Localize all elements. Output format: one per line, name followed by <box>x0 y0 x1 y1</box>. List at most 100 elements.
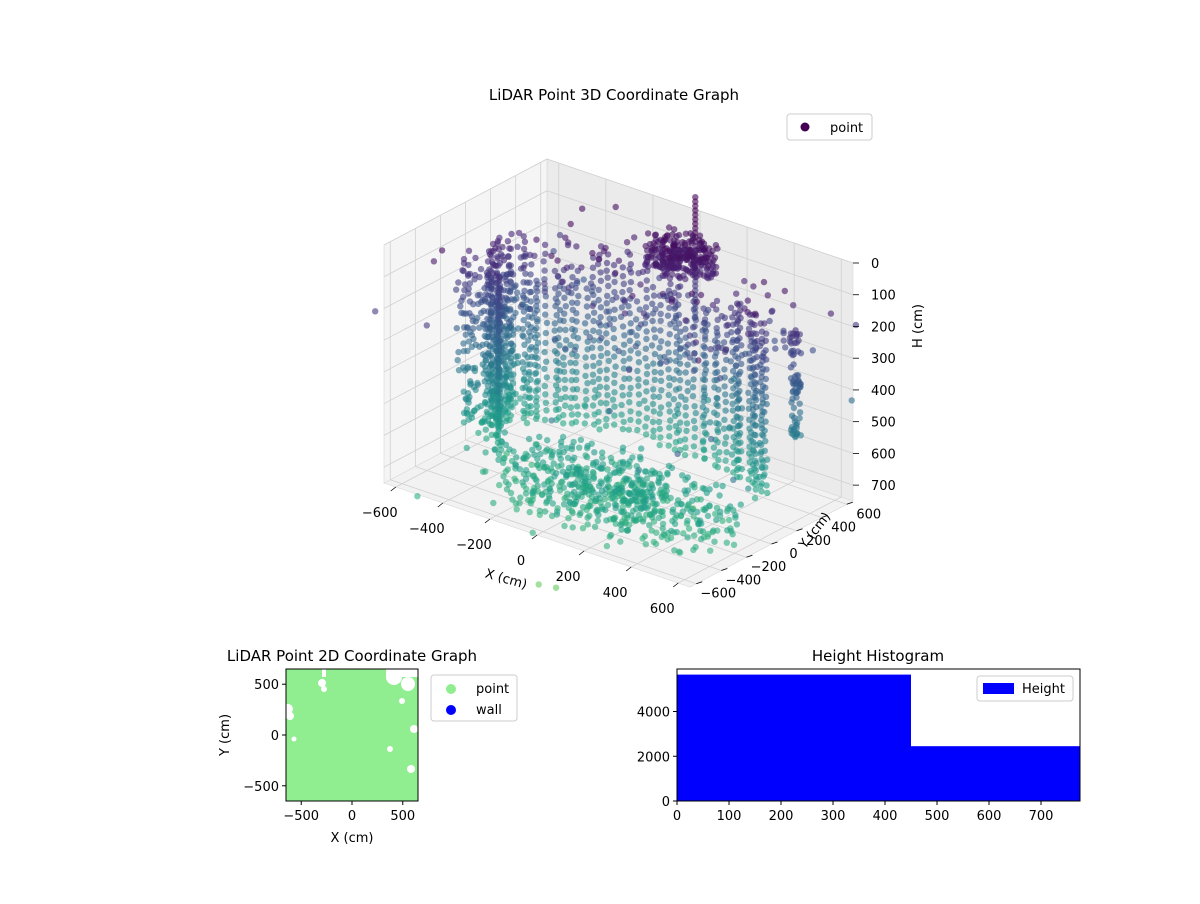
chart-3d-point <box>646 522 653 529</box>
chart-3d-point <box>525 329 533 336</box>
chart-2d-y-tick-label: 0 <box>271 729 279 744</box>
chart-3d-point <box>618 411 625 418</box>
chart-3d-point <box>489 286 497 293</box>
chart-3d-z-tick-label: 0 <box>871 257 879 272</box>
chart-3d-point <box>700 437 707 444</box>
chart-3d-point <box>681 487 688 494</box>
chart-3d-point <box>787 426 795 434</box>
chart-3d-xlabel: X (cm) <box>483 566 528 592</box>
chart-2d-gap <box>407 765 415 773</box>
chart-3d-point <box>682 444 689 451</box>
chart-3d-point <box>752 422 760 429</box>
chart-3d-point <box>589 302 596 310</box>
chart-histogram-x-tick-label: 200 <box>769 809 794 824</box>
chart-3d-point <box>665 401 672 408</box>
chart-3d-point <box>619 323 627 330</box>
chart-3d-point <box>526 508 533 516</box>
chart-3d-point <box>583 453 591 461</box>
chart-3d-point <box>575 292 582 300</box>
chart-3d-y-tick-label: 200 <box>806 534 831 549</box>
chart-3d-point <box>650 326 658 333</box>
chart-3d-point <box>534 318 541 325</box>
chart-3d-point <box>618 526 625 533</box>
chart-3d-point <box>627 269 635 276</box>
chart-3d-point <box>603 339 610 347</box>
chart-3d-point <box>521 341 528 348</box>
chart-3d-point <box>692 242 699 250</box>
chart-3d-point <box>649 317 656 325</box>
chart-3d-point <box>745 485 752 492</box>
chart-3d-point <box>553 367 561 374</box>
chart-3d-point <box>721 383 728 390</box>
chart-3d-point <box>718 313 725 320</box>
chart-3d-point <box>533 398 540 405</box>
chart-3d-point <box>735 301 742 309</box>
chart-3d-point <box>546 495 553 502</box>
chart-3d-point <box>542 399 550 406</box>
chart-3d-point <box>624 527 631 534</box>
chart-3d-point <box>698 535 705 543</box>
chart-3d-point <box>563 264 571 271</box>
chart-3d-x-tick <box>437 502 444 508</box>
chart-3d-point <box>479 296 486 304</box>
chart-2d-legend-point-marker <box>446 684 456 694</box>
chart-3d-point <box>671 226 678 233</box>
chart-3d-point <box>620 357 627 365</box>
chart-3d-point <box>676 360 684 367</box>
chart-3d-point <box>604 292 611 300</box>
chart-3d-point <box>691 263 698 270</box>
chart-3d-point <box>724 527 731 534</box>
chart-3d-point <box>701 429 709 436</box>
chart-3d-point <box>507 402 514 409</box>
chart-3d-point <box>508 340 515 347</box>
chart-3d-point <box>625 303 632 310</box>
chart-3d-point <box>556 306 564 314</box>
chart-3d-point <box>682 369 689 376</box>
chart-3d-point <box>652 231 659 238</box>
chart-histogram-y-tick-label: 0 <box>662 795 670 810</box>
chart-histogram-x-tick-label: 500 <box>925 809 950 824</box>
chart-3d-x-tick <box>390 486 397 492</box>
chart-3d-point <box>675 320 683 327</box>
chart-3d-point <box>500 257 508 264</box>
chart-3d-point <box>569 368 576 375</box>
chart-3d-point <box>665 366 672 373</box>
chart-3d-point <box>697 271 704 278</box>
chart-3d-point <box>464 324 471 331</box>
chart-3d-point <box>619 458 627 466</box>
chart-3d-point <box>496 311 503 319</box>
chart-3d-point <box>579 504 587 511</box>
chart-3d-point <box>562 394 569 401</box>
chart-3d-point <box>666 382 673 389</box>
chart-3d-point <box>497 251 505 258</box>
chart-3d-point <box>552 399 559 406</box>
chart-3d-point <box>691 434 698 441</box>
chart-3d-point <box>690 258 697 265</box>
chart-3d-point <box>469 365 477 372</box>
chart-3d-point <box>611 389 618 396</box>
chart-3d-point <box>493 280 500 287</box>
chart-3d-point <box>644 363 651 370</box>
chart-3d-point <box>754 363 761 371</box>
chart-3d-point <box>684 387 691 395</box>
chart-3d-point <box>485 248 493 255</box>
chart-3d-point <box>570 332 577 340</box>
chart-3d-point <box>475 300 482 307</box>
chart-3d-point <box>745 325 753 332</box>
chart-3d-point <box>793 372 800 379</box>
chart-3d-point <box>477 265 485 273</box>
chart-3d-point <box>715 421 722 428</box>
chart-3d-point <box>738 342 745 349</box>
chart-3d-point <box>675 311 682 318</box>
chart-3d-point <box>582 354 589 361</box>
chart-3d-point <box>671 520 679 527</box>
chart-3d-point <box>650 427 657 434</box>
chart-3d-point <box>781 287 788 295</box>
chart-3d-point <box>680 530 687 537</box>
chart-3d-point <box>529 446 536 453</box>
chart-3d-point <box>532 361 539 369</box>
chart-3d-point <box>476 291 483 298</box>
chart-3d-point <box>751 494 759 502</box>
chart-3d-point <box>502 339 509 346</box>
chart-3d-point <box>589 468 597 476</box>
